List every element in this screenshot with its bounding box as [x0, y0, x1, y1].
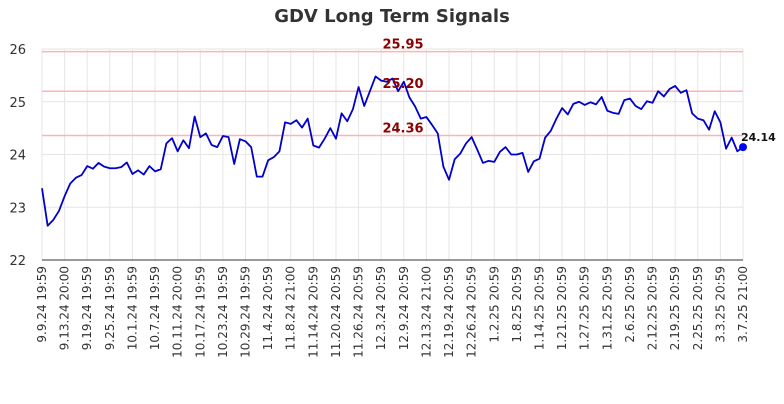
y-tick-label: 26: [9, 43, 26, 58]
x-tick-label: 1.21.25 20:59: [555, 266, 569, 350]
reference-label: 25.95: [382, 38, 423, 53]
x-tick-label: 11.20.24 20:59: [329, 266, 343, 358]
x-tick-label: 12.19.24 20:59: [442, 266, 456, 358]
x-tick-label: 2.12.25 20:59: [646, 266, 660, 350]
x-tick-label: 12.13.24 21:00: [419, 266, 433, 358]
x-tick-label: 9.9.24 19:59: [35, 266, 49, 343]
x-tick-label: 11.8.24 21:00: [284, 266, 298, 350]
reference-label: 25.20: [382, 77, 423, 92]
x-tick-label: 12.9.24 20:59: [397, 266, 411, 350]
x-tick-label: 2.19.25 20:59: [668, 266, 682, 350]
reference-lines-layer: [42, 50, 743, 137]
x-tick-label: 1.31.25 20:59: [600, 266, 614, 350]
y-tick-label: 23: [9, 201, 26, 216]
y-tick-label: 25: [9, 96, 26, 111]
label-layer: 25.95 25.20 24.36 24.14: [382, 38, 776, 144]
x-tick-label: 11.4.24 20:59: [261, 266, 275, 350]
x-tick-label: 1.2.25 20:59: [487, 266, 501, 343]
x-tick-label: 9.13.24 20:00: [58, 266, 72, 350]
x-tick-label: 12.26.24 20:59: [465, 266, 479, 358]
reference-label: 24.36: [382, 122, 423, 137]
x-tick-label: 1.14.25 20:59: [532, 266, 546, 350]
x-tick-label: 1.27.25 20:59: [578, 266, 592, 350]
x-tick-label: 9.25.24 19:59: [103, 266, 117, 350]
y-tick-label: 24: [9, 149, 26, 164]
x-tick-label: 11.14.24 20:59: [306, 266, 320, 358]
chart-title: GDV Long Term Signals: [274, 6, 510, 27]
axis-layer: 22 23 24 25 26 9.9.24 19:59 9.13.24 20:00 9.19.…: [9, 43, 750, 358]
x-tick-label: 10.7.24 19:59: [148, 266, 162, 350]
x-tick-label: 12.3.24 20:59: [374, 266, 388, 350]
x-tick-label: 2.25.25 20:59: [691, 266, 705, 350]
x-tick-label: 10.23.24 19:59: [216, 266, 230, 358]
x-tick-label: 2.6.25 20:59: [623, 266, 637, 343]
x-tick-label: 10.1.24 19:59: [125, 266, 139, 350]
x-tick-label: 10.29.24 19:59: [239, 266, 253, 358]
x-tick-label: 3.3.25 20:59: [713, 266, 727, 343]
x-tick-label: 9.19.24 19:59: [80, 266, 94, 350]
x-tick-label: 11.26.24 20:59: [352, 266, 366, 358]
x-tick-label: 10.17.24 19:59: [193, 266, 207, 358]
y-tick-label: 22: [9, 254, 26, 269]
x-tick-label: 10.11.24 20:00: [171, 266, 185, 358]
last-value-label: 24.14: [741, 131, 776, 144]
grid-layer: [41, 48, 744, 261]
price-series-line: [41, 75, 744, 227]
last-value-marker: [739, 143, 747, 152]
series-layer: [41, 75, 747, 227]
x-tick-label: 1.8.25 20:59: [510, 266, 524, 343]
x-tick-label: 3.7.25 21:00: [736, 266, 750, 343]
